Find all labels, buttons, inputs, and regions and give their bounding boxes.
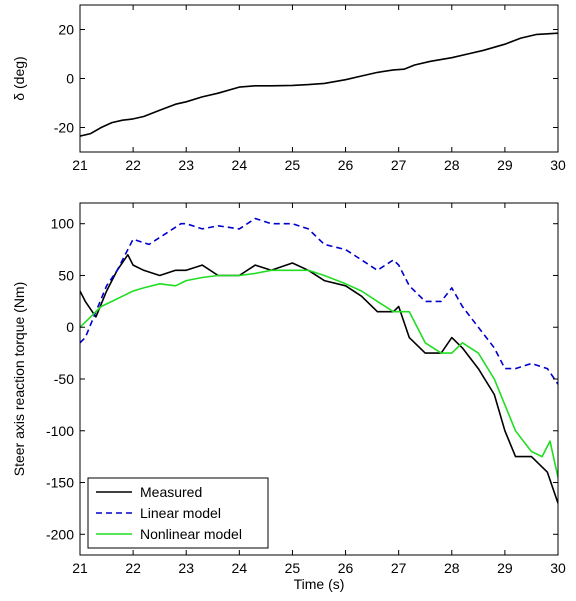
torque-panel: 21 22 23 24 25 26 27 28 29 30 -200 -150 -100 -50 0 50 10… [11,202,566,592]
torque-y-tick-label: 50 [58,267,74,283]
delta-x-tick-label: 28 [444,157,460,173]
torque-x-tick-label: 28 [444,560,460,576]
torque-series-line-nonlinear-model [80,269,558,478]
delta-series-line-0 [80,32,558,137]
delta-x-tick-label: 24 [232,157,248,173]
torque-x-tick-label: 21 [72,560,88,576]
delta-y-tick-label: -20 [54,120,74,136]
torque-x-tick-label: 29 [497,560,513,576]
delta-y-axis-label: δ (deg) [11,56,27,100]
torque-x-axis-label: Time (s) [294,576,345,592]
delta-angle-panel: 21 22 23 24 25 26 27 28 29 30 -20 0 20 δ (deg) [11,4,566,173]
torque-y-axis-label: Steer axis reaction torque (Nm) [11,282,27,477]
delta-x-tick-label: 27 [391,157,407,173]
torque-y-tick-label: -150 [46,475,74,491]
legend-label-measured: Measured [140,484,202,500]
legend-label-nonlinear-model: Nonlinear model [140,526,242,542]
torque-x-tick-label: 26 [338,560,354,576]
torque-y-tick-label: 0 [66,319,74,335]
delta-x-tick-label: 25 [285,157,301,173]
torque-x-tick-label: 24 [232,560,248,576]
delta-y-tick-label: 0 [66,71,74,87]
delta-x-tick-label: 29 [497,157,513,173]
torque-series-line-linear-model [80,217,558,385]
torque-x-tick-label: 23 [178,560,194,576]
torque-series-line-measured [80,254,558,504]
delta-y-tick-label: 20 [58,22,74,38]
delta-axes-box [79,4,559,153]
delta-x-tick-label: 30 [550,157,566,173]
torque-x-tick-label: 25 [285,560,301,576]
legend: Measured Linear model Nonlinear model [87,477,269,549]
torque-x-tick-label: 30 [550,560,566,576]
torque-y-tick-label: 100 [51,216,75,232]
delta-x-tick-label: 23 [178,157,194,173]
torque-y-tick-label: -200 [46,526,74,542]
torque-y-tick-label: -50 [54,371,74,387]
delta-x-tick-label: 22 [125,157,141,173]
delta-x-tick-label: 26 [338,157,354,173]
torque-x-tick-label: 22 [125,560,141,576]
torque-x-tick-label: 27 [391,560,407,576]
delta-x-tick-label: 21 [72,157,88,173]
torque-y-tick-label: -100 [46,423,74,439]
legend-label-linear-model: Linear model [140,505,221,521]
